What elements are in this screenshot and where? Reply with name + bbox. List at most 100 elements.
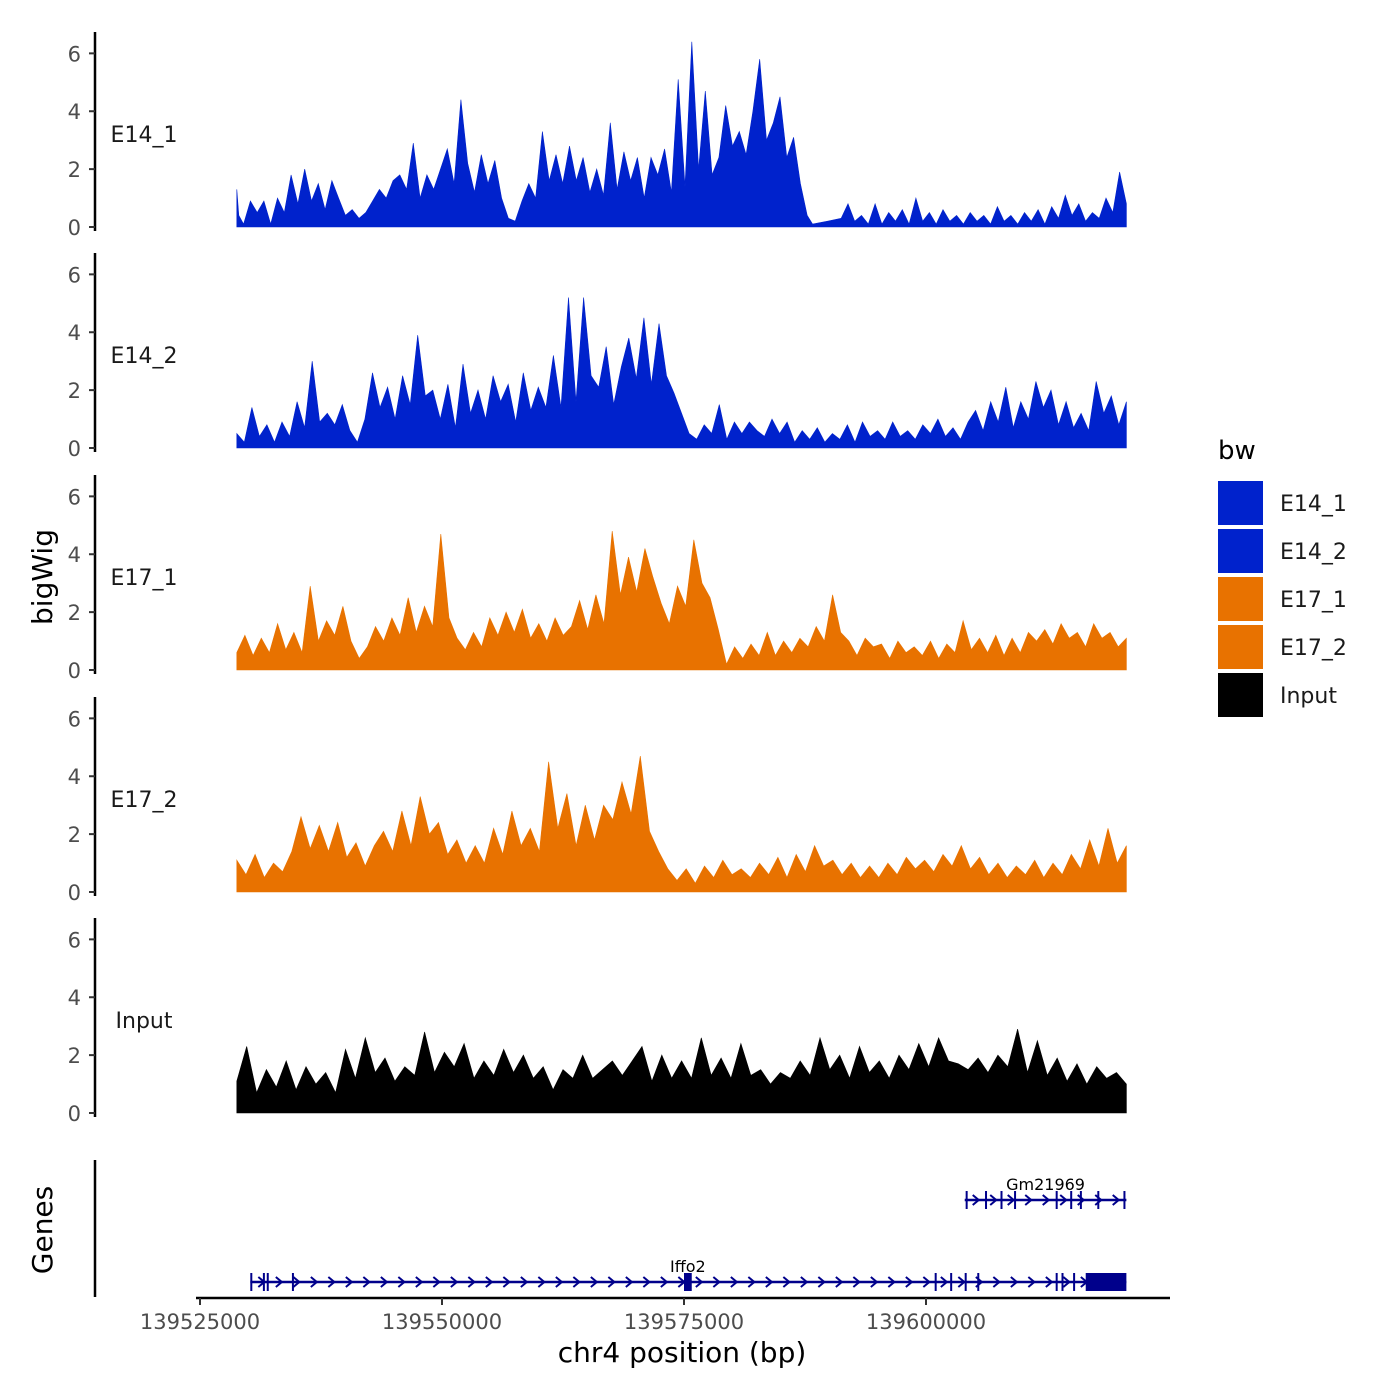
genes-panel: Gm21969 Iffo2 bbox=[93, 1160, 1127, 1297]
y-tick-label: 4 bbox=[68, 100, 81, 124]
strand-arrow bbox=[380, 1276, 389, 1288]
strand-arrow bbox=[625, 1276, 634, 1288]
track-e17-1: 0 2 4 6 E17_1 bbox=[68, 475, 1127, 683]
strand-arrow bbox=[590, 1276, 599, 1288]
strand-arrow bbox=[432, 1276, 441, 1288]
strand-arrow bbox=[1010, 1276, 1019, 1288]
legend: bw E14_1 E14_2 E17_1 E17_2 Input bbox=[1218, 436, 1347, 717]
strand-arrow bbox=[275, 1276, 284, 1288]
terminal-exon-block bbox=[1085, 1273, 1127, 1291]
strand-arrow bbox=[800, 1276, 809, 1288]
y-tick-label: 4 bbox=[68, 321, 81, 345]
coverage-tracks: 0 2 4 6 E14_1 0 2 4 6 E14_2 0 2 4 6 E17_1 0 2 4 6 E17_2 0 2 4 6… bbox=[68, 32, 1127, 1126]
strand-arrow bbox=[1027, 1276, 1036, 1288]
strand-arrow bbox=[695, 1276, 704, 1288]
strand-arrow bbox=[852, 1276, 861, 1288]
legend-label: E14_2 bbox=[1280, 540, 1347, 565]
y-tick-label: 0 bbox=[68, 659, 81, 683]
y-tick-label: 0 bbox=[68, 1102, 81, 1126]
x-tick-label: 139550000 bbox=[382, 1310, 502, 1334]
strand-arrow bbox=[1042, 1194, 1051, 1206]
y-tick-label: 6 bbox=[68, 485, 81, 509]
strand-arrow bbox=[870, 1276, 879, 1288]
strand-arrow bbox=[712, 1276, 721, 1288]
track-e14-2: 0 2 4 6 E14_2 bbox=[68, 253, 1127, 461]
coverage-area bbox=[236, 41, 1127, 228]
strand-arrow bbox=[345, 1276, 354, 1288]
strand-arrow bbox=[992, 1276, 1001, 1288]
legend-entry: E17_2 bbox=[1218, 625, 1347, 669]
strand-arrow bbox=[887, 1276, 896, 1288]
legend-swatch bbox=[1218, 577, 1263, 621]
strand-arrow bbox=[1094, 1194, 1103, 1206]
strand-arrow bbox=[450, 1276, 459, 1288]
strand-arrow bbox=[327, 1276, 336, 1288]
strand-arrow bbox=[310, 1276, 319, 1288]
track-input: 0 2 4 6 Input bbox=[68, 918, 1127, 1126]
track-label: E17_1 bbox=[111, 566, 178, 591]
strand-arrow bbox=[397, 1276, 406, 1288]
coding-exon bbox=[684, 1273, 692, 1291]
strand-arrow bbox=[1045, 1276, 1054, 1288]
y-tick-label: 6 bbox=[68, 42, 81, 66]
legend-swatch bbox=[1218, 625, 1263, 669]
x-tick-label: 139575000 bbox=[624, 1310, 744, 1334]
legend-swatch bbox=[1218, 481, 1263, 525]
strand-arrow bbox=[660, 1276, 669, 1288]
legend-label: E14_1 bbox=[1280, 492, 1347, 517]
strand-arrow bbox=[817, 1276, 826, 1288]
y-tick-label: 2 bbox=[68, 379, 81, 403]
x-tick-label: 139600000 bbox=[866, 1310, 986, 1334]
y-tick-label: 2 bbox=[68, 601, 81, 625]
legend-swatch bbox=[1218, 673, 1263, 717]
strand-arrow bbox=[1112, 1194, 1121, 1206]
gene-label: Iffo2 bbox=[670, 1257, 706, 1276]
strand-arrow bbox=[1007, 1194, 1016, 1206]
x-tick-label: 139525000 bbox=[140, 1310, 260, 1334]
track-label: Input bbox=[116, 1009, 173, 1034]
y-tick-label: 2 bbox=[68, 1044, 81, 1068]
y-tick-label: 0 bbox=[68, 216, 81, 240]
strand-arrow bbox=[905, 1276, 914, 1288]
x-axis-title: chr4 position (bp) bbox=[558, 1336, 807, 1369]
track-e17-2: 0 2 4 6 E17_2 bbox=[68, 697, 1127, 905]
strand-arrow bbox=[607, 1276, 616, 1288]
y-tick-label: 4 bbox=[68, 765, 81, 789]
y-tick-label: 2 bbox=[68, 158, 81, 182]
track-label: E14_1 bbox=[111, 123, 178, 148]
strand-arrow bbox=[747, 1276, 756, 1288]
genes-axis-title: Genes bbox=[26, 1186, 59, 1274]
legend-entry: E14_1 bbox=[1218, 481, 1347, 525]
strand-arrow bbox=[485, 1276, 494, 1288]
y-tick-label: 4 bbox=[68, 986, 81, 1010]
legend-entry: Input bbox=[1218, 673, 1337, 717]
y-tick-label: 0 bbox=[68, 881, 81, 905]
y-tick-label: 4 bbox=[68, 543, 81, 567]
strand-arrow bbox=[292, 1276, 301, 1288]
strand-arrow bbox=[989, 1194, 998, 1206]
strand-arrow bbox=[362, 1276, 371, 1288]
legend-swatch bbox=[1218, 529, 1263, 573]
x-axis: 139525000 139550000 139575000 139600000 bbox=[140, 1296, 1170, 1334]
y-tick-label: 6 bbox=[68, 707, 81, 731]
strand-arrow bbox=[957, 1276, 966, 1288]
legend-title: bw bbox=[1218, 436, 1256, 466]
strand-arrow bbox=[555, 1276, 564, 1288]
legend-label: E17_1 bbox=[1280, 588, 1347, 613]
track-e14-1: 0 2 4 6 E14_1 bbox=[68, 32, 1127, 240]
legend-entry: E14_2 bbox=[1218, 529, 1347, 573]
legend-label: Input bbox=[1280, 684, 1337, 709]
strand-arrow bbox=[1077, 1194, 1086, 1206]
strand-arrow bbox=[642, 1276, 651, 1288]
y-axis-title: bigWig bbox=[26, 529, 59, 625]
coverage-area bbox=[236, 297, 1127, 449]
y-tick-label: 0 bbox=[68, 437, 81, 461]
strand-arrow bbox=[572, 1276, 581, 1288]
strand-arrow bbox=[765, 1276, 774, 1288]
strand-arrow bbox=[730, 1276, 739, 1288]
strand-arrow bbox=[922, 1276, 931, 1288]
strand-arrow bbox=[537, 1276, 546, 1288]
strand-arrow bbox=[415, 1276, 424, 1288]
coverage-area bbox=[236, 531, 1127, 671]
